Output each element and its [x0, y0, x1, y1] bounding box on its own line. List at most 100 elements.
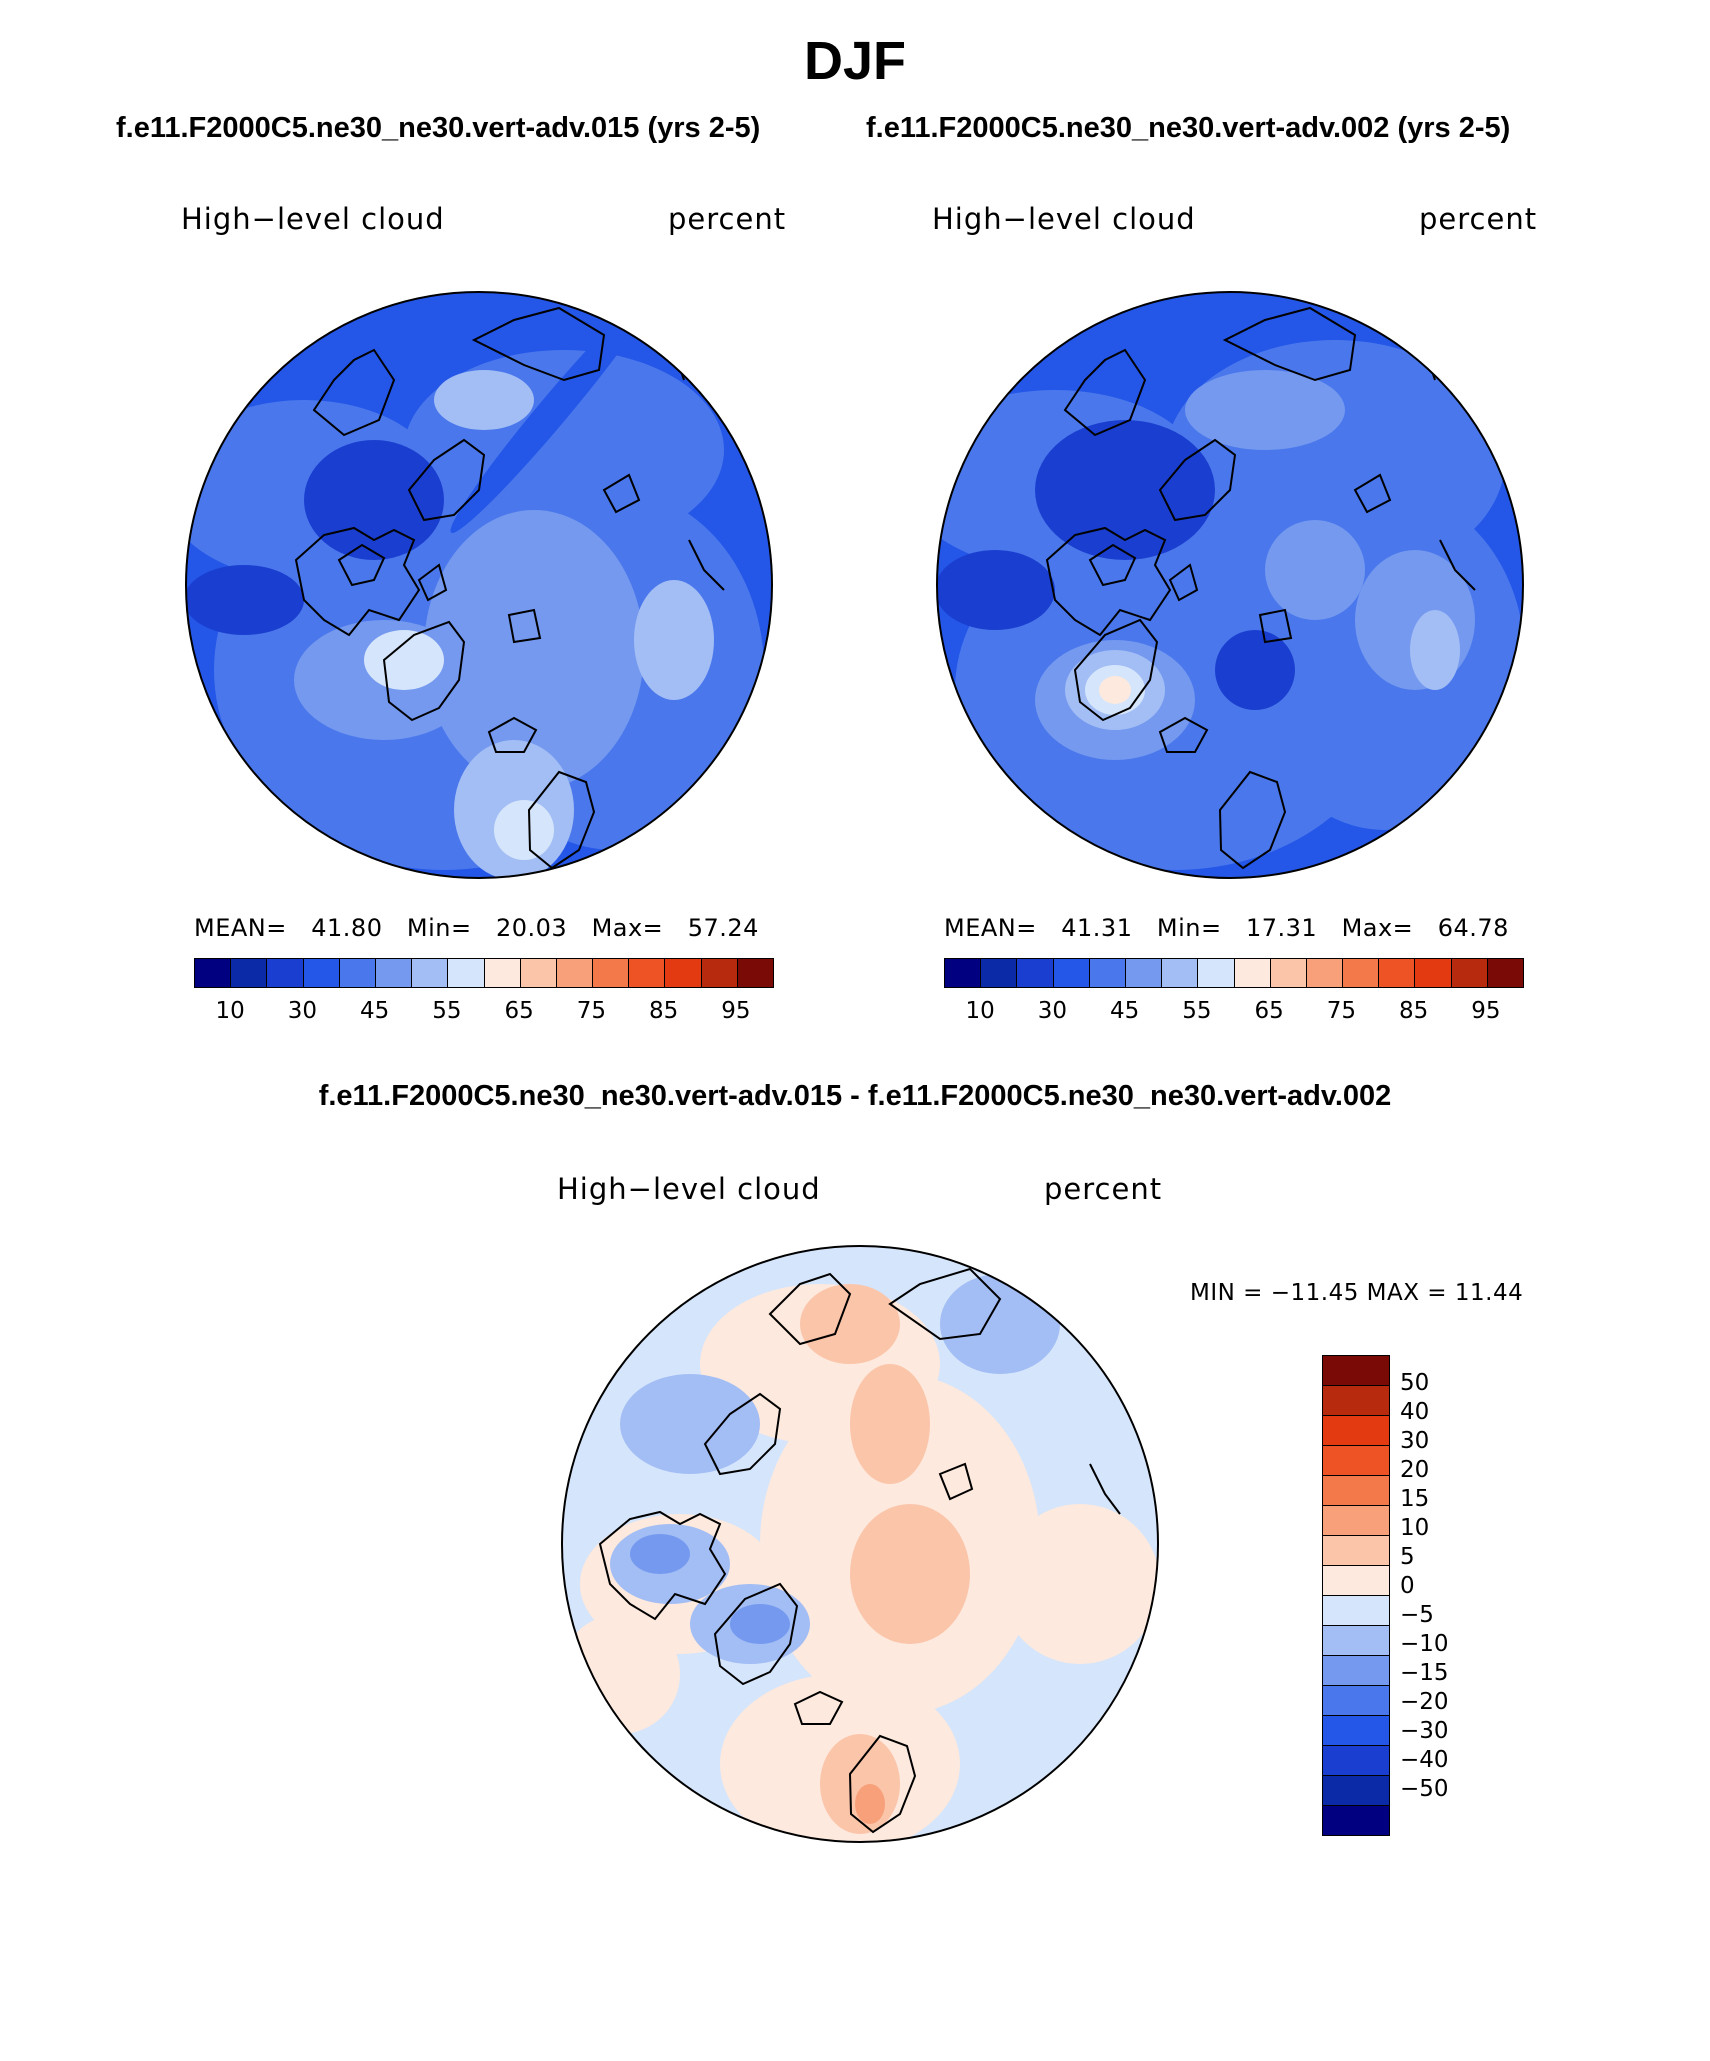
right-colorbar: [944, 958, 1524, 988]
colorbar-swatch: [303, 959, 340, 987]
colorbar-swatch: [1053, 959, 1090, 987]
difference-colorbar-swatch: [1323, 1596, 1389, 1626]
difference-colorbar-swatch: [1323, 1446, 1389, 1476]
left-colorbar: [194, 958, 774, 988]
left-polar-map: [185, 291, 773, 879]
colorbar-tick-label: 55: [1182, 998, 1212, 1024]
right-run-title: f.e11.F2000C5.ne30_ne30.vert-adv.002 (yr…: [866, 112, 1511, 144]
difference-colorbar-tick-label: 5: [1400, 1544, 1415, 1570]
right-map-contour: [1035, 420, 1215, 560]
colorbar-swatch: [1017, 959, 1054, 987]
right-units-label: percent: [1419, 202, 1538, 236]
difference-map-contour: [940, 1274, 1060, 1374]
difference-map-contour: [562, 1614, 680, 1734]
right-min-value: 17.31: [1245, 914, 1318, 942]
left-map-contour: [634, 580, 714, 700]
colorbar-swatch: [593, 959, 630, 987]
right-max-value: 64.78: [1437, 914, 1509, 942]
right-polar-map: [936, 291, 1524, 879]
colorbar-swatch: [412, 959, 449, 987]
colorbar-tick-label: 65: [504, 998, 534, 1024]
left-mean-value: 41.80: [311, 914, 383, 942]
colorbar-tick-label: 45: [1109, 998, 1140, 1024]
colorbar-swatch: [945, 959, 982, 987]
left-coastlines: [294, 306, 725, 870]
difference-colorbar-tick-label: 50: [1400, 1370, 1430, 1396]
colorbar-swatch: [1198, 959, 1235, 987]
colorbar-tick-label: 75: [576, 998, 607, 1024]
right-map-contour: [1215, 630, 1295, 710]
colorbar-swatch: [484, 959, 521, 987]
colorbar-tick-label: 10: [965, 998, 995, 1024]
difference-colorbar-labels: 50 40 30 20 15 10 5 0 −5 −10 −15 −20 −30 −40 −50: [1400, 1355, 1500, 1825]
difference-map-contour: [820, 1734, 900, 1834]
difference-colorbar: [1322, 1355, 1390, 1836]
difference-colorbar-tick-label: 15: [1400, 1486, 1430, 1512]
difference-colorbar-tick-label: −15: [1400, 1660, 1449, 1686]
left-map-border: [185, 291, 773, 879]
difference-colorbar-swatch: [1323, 1356, 1389, 1386]
right-map-contour: [1265, 520, 1365, 620]
colorbar-swatch: [981, 959, 1018, 987]
difference-colorbar-swatch: [1323, 1386, 1389, 1416]
difference-coastlines: [598, 1267, 1121, 1834]
difference-colorbar-swatch: [1323, 1746, 1389, 1776]
right-colorbar-labels: 10 30 45 55 65 75 85 95: [944, 998, 1522, 1028]
colorbar-tick-label: 65: [1254, 998, 1284, 1024]
difference-colorbar-swatch: [1323, 1776, 1389, 1806]
difference-map-contour: [800, 1284, 900, 1364]
left-map-contour: [450, 292, 658, 533]
colorbar-swatch: [1270, 959, 1307, 987]
colorbar-tick-label: 45: [359, 998, 390, 1024]
colorbar-tick-label: 75: [1326, 998, 1357, 1024]
left-variable-label: High−level cloud: [181, 202, 445, 236]
colorbar-swatch: [339, 959, 376, 987]
left-colorbar-labels: 10 30 45 55 65 75 85 95: [194, 998, 772, 1028]
left-map-contour: [494, 800, 554, 860]
difference-map-contour: [630, 1534, 690, 1574]
colorbar-swatch: [1343, 959, 1380, 987]
colorbar-tick-label: 30: [1037, 998, 1068, 1024]
left-map-contour: [424, 510, 644, 790]
difference-map-contour: [850, 1504, 970, 1644]
difference-colorbar-swatch: [1323, 1536, 1389, 1566]
right-variable-label: High−level cloud: [932, 202, 1196, 236]
difference-map-contour: [850, 1364, 930, 1484]
right-min-label: Min=: [1156, 914, 1222, 942]
right-max-label: Max=: [1341, 914, 1414, 942]
difference-colorbar-swatch: [1323, 1476, 1389, 1506]
colorbar-swatch: [1234, 959, 1271, 987]
colorbar-swatch: [1306, 959, 1344, 987]
difference-colorbar-swatch: [1323, 1416, 1389, 1446]
colorbar-swatch: [267, 959, 304, 987]
colorbar-tick-label: 95: [1471, 998, 1501, 1024]
difference-colorbar-tick-label: −10: [1400, 1631, 1449, 1657]
colorbar-swatch: [1415, 959, 1452, 987]
colorbar-swatch: [195, 959, 232, 987]
colorbar-swatch: [665, 959, 702, 987]
right-mean-value: 41.31: [1061, 914, 1133, 942]
right-map-contour: [1410, 610, 1460, 690]
colorbar-swatch: [629, 959, 666, 987]
difference-map-contour: [855, 1784, 885, 1824]
left-units-label: percent: [668, 202, 787, 236]
colorbar-swatch: [737, 959, 773, 987]
colorbar-swatch: [231, 959, 268, 987]
colorbar-swatch: [520, 959, 557, 987]
difference-colorbar-swatch: [1323, 1716, 1389, 1746]
right-map-contour: [1099, 676, 1131, 704]
difference-title: f.e11.F2000C5.ne30_ne30.vert-adv.015 - f…: [318, 1080, 1392, 1112]
difference-colorbar-tick-label: −5: [1400, 1602, 1434, 1628]
left-run-title: f.e11.F2000C5.ne30_ne30.vert-adv.015 (yr…: [116, 112, 761, 144]
colorbar-swatch: [556, 959, 594, 987]
left-min-value: 20.03: [495, 914, 568, 942]
colorbar-swatch: [1487, 959, 1523, 987]
difference-colorbar-swatch: [1323, 1566, 1389, 1596]
difference-units-label: percent: [1044, 1172, 1163, 1206]
right-mean-label: MEAN=: [944, 914, 1037, 942]
colorbar-swatch: [701, 959, 738, 987]
difference-polar-map: [561, 1245, 1159, 1843]
difference-colorbar-tick-label: −30: [1400, 1718, 1449, 1744]
colorbar-swatch: [1379, 959, 1416, 987]
colorbar-swatch: [448, 959, 485, 987]
